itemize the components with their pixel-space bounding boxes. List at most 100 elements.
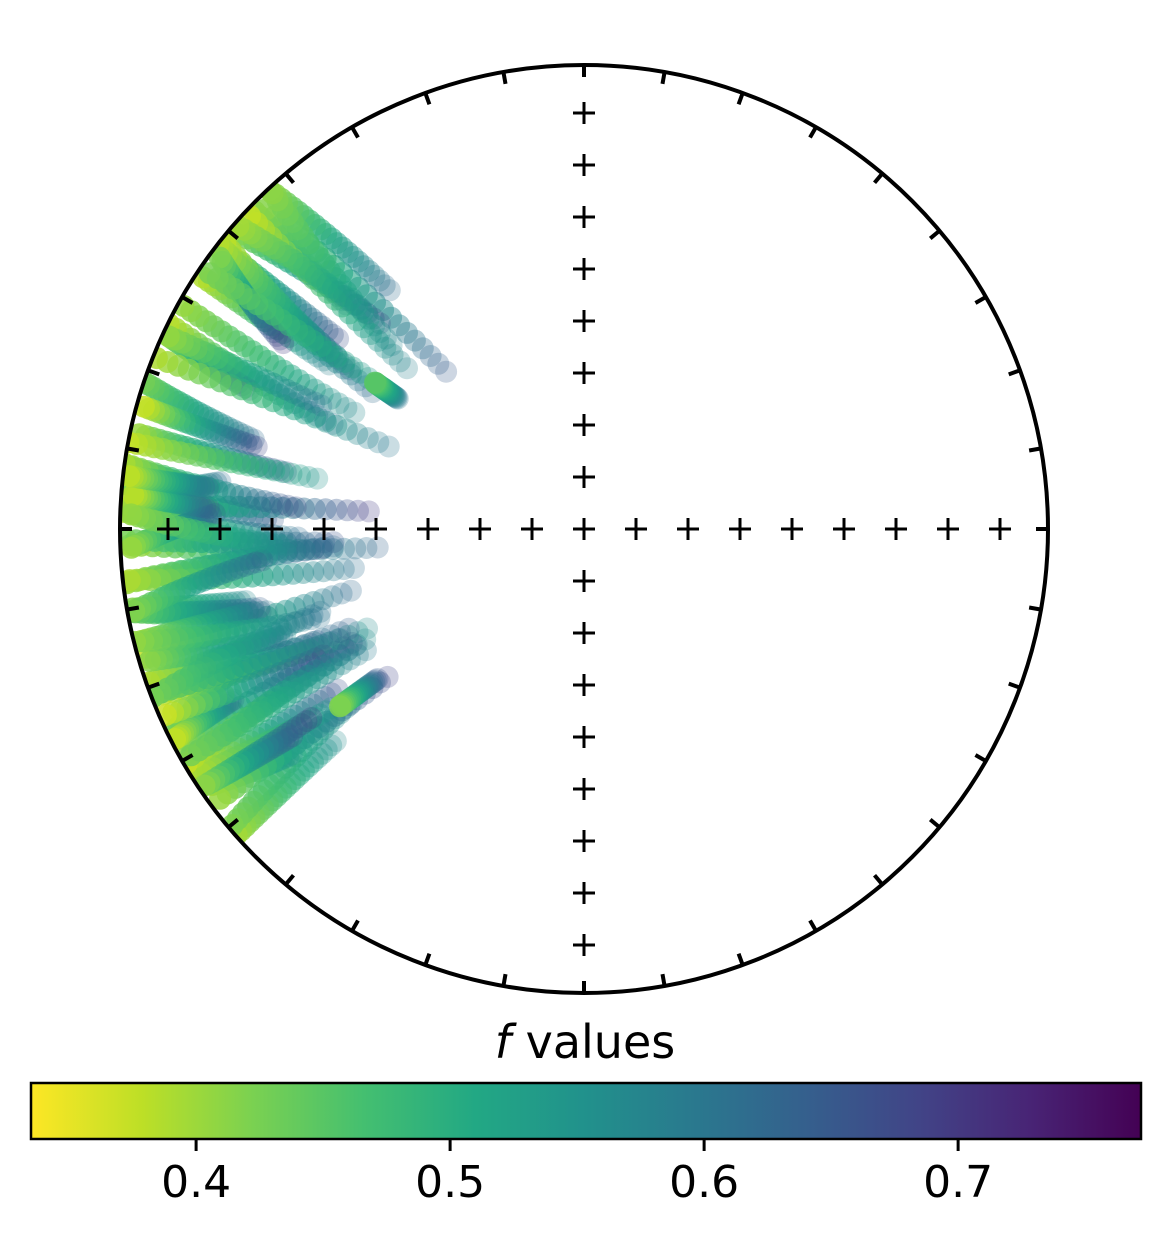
data-point — [237, 486, 260, 509]
data-point — [297, 709, 320, 732]
data-point — [274, 461, 297, 484]
data-point — [411, 337, 434, 360]
data-point — [284, 496, 307, 519]
data-point — [271, 625, 294, 648]
data-point — [317, 631, 340, 654]
data-point — [366, 536, 389, 559]
azimuth-tick — [974, 753, 988, 764]
data-point — [283, 656, 306, 678]
data-point — [297, 664, 320, 687]
grid-cross — [677, 518, 699, 540]
data-point — [271, 461, 294, 484]
data-point — [332, 636, 355, 659]
azimuth-tick — [349, 919, 360, 933]
data-point — [319, 387, 342, 410]
data-point — [312, 644, 334, 667]
data-point — [369, 321, 391, 343]
data-point — [314, 498, 337, 521]
data-point — [356, 427, 379, 450]
data-point — [303, 537, 326, 560]
data-point — [267, 543, 290, 566]
data-point — [350, 298, 372, 321]
data-point — [274, 622, 297, 645]
data-point — [320, 624, 343, 647]
data-point — [275, 378, 298, 401]
data-point — [231, 603, 254, 626]
data-point — [285, 716, 308, 739]
grid-cross — [573, 362, 595, 384]
data-point — [221, 558, 244, 581]
grid-cross — [573, 882, 595, 904]
data-point — [306, 404, 329, 427]
data-point — [218, 599, 241, 622]
data-point — [336, 499, 359, 522]
data-point — [239, 553, 262, 575]
data-point — [246, 530, 269, 553]
colorbar-tick-label: 0.7 — [923, 1157, 993, 1208]
data-point — [255, 600, 278, 623]
data-point — [378, 279, 401, 302]
data-point — [344, 293, 367, 316]
data-point — [254, 457, 277, 480]
data-point — [303, 378, 326, 401]
azimuth-tick — [283, 873, 295, 887]
azimuth-tick — [660, 973, 667, 988]
data-point — [342, 557, 365, 579]
data-point — [198, 262, 221, 285]
grid-cross — [573, 934, 595, 956]
data-point — [374, 327, 397, 350]
data-point — [303, 391, 326, 414]
data-point — [193, 476, 216, 499]
data-point — [306, 630, 329, 652]
data-point — [219, 591, 242, 614]
data-point — [281, 719, 303, 742]
data-point — [293, 539, 316, 562]
data-point — [219, 427, 242, 450]
azimuth-tick — [423, 953, 432, 967]
data-point — [330, 582, 353, 605]
data-point — [190, 496, 213, 518]
azimuth-tick — [928, 818, 942, 830]
data-point — [300, 707, 323, 729]
data-point — [284, 531, 307, 554]
colorbar-tick-label: 0.6 — [669, 1157, 739, 1208]
data-point — [355, 301, 378, 324]
data-point — [184, 494, 206, 517]
grid-cross — [573, 414, 595, 436]
data-point — [292, 562, 315, 584]
data-point — [301, 604, 324, 627]
data-point — [298, 638, 321, 661]
grid-cross — [521, 518, 543, 540]
data-point — [265, 626, 288, 649]
data-point — [320, 649, 343, 672]
data-point — [233, 555, 256, 577]
data-point — [293, 497, 315, 520]
data-point — [328, 644, 351, 667]
data-point — [314, 662, 337, 685]
data-point — [258, 615, 281, 638]
grid-cross — [573, 258, 595, 280]
data-point — [268, 375, 291, 398]
data-point — [357, 500, 380, 523]
data-point — [282, 562, 304, 585]
data-point — [312, 349, 335, 372]
data-point — [287, 526, 309, 549]
data-point — [350, 297, 373, 320]
data-point — [332, 558, 355, 581]
data-point — [345, 309, 368, 332]
data-point — [237, 601, 260, 624]
data-point — [327, 347, 350, 370]
data-point — [295, 697, 318, 720]
data-point — [285, 611, 308, 634]
data-point — [290, 713, 313, 736]
data-point — [321, 585, 344, 608]
grid-cross — [573, 778, 595, 800]
data-point — [218, 602, 241, 625]
data-point — [296, 388, 319, 411]
grid-cross — [573, 310, 595, 332]
data-point — [346, 423, 369, 445]
grid-cross — [261, 518, 283, 540]
data-point — [320, 630, 343, 653]
data-point — [236, 597, 259, 620]
data-point — [376, 665, 399, 688]
